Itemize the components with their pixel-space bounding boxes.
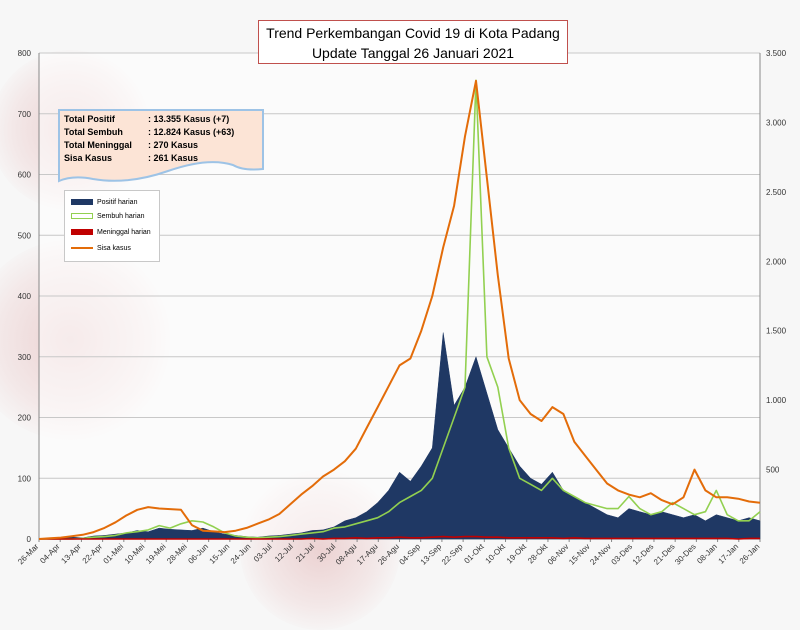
x-tick-label: 30-Des <box>673 542 698 567</box>
callout-value: : 261 Kasus <box>148 153 199 163</box>
x-tick-label: 03-Des <box>610 542 635 567</box>
x-tick-label: 28-Mei <box>165 542 189 566</box>
y-tick-label-left: 300 <box>18 353 32 362</box>
series-layer <box>38 79 761 540</box>
x-tick-label: 10-Okt <box>484 542 508 566</box>
x-tick-label: 12-Jul <box>273 542 295 564</box>
x-tick-label: 13-Apr <box>59 542 83 566</box>
legend-label: Meninggal harian <box>97 228 151 236</box>
x-tick-label: 04-Apr <box>38 542 62 566</box>
y-tick-label-left: 700 <box>18 110 32 119</box>
y-tick-label-right: 1.000 <box>766 396 787 405</box>
y-tick-label-right: 3.500 <box>766 49 787 58</box>
y-tick-label-left: 600 <box>18 171 32 180</box>
x-tick-label: 04-Sep <box>398 542 423 567</box>
y-axis-left: 0 100 200 300 400 500 600 700 800 <box>18 49 32 544</box>
legend-item-sisa: Sisa kasus <box>71 243 131 253</box>
x-tick-label: 12-Des <box>631 542 656 567</box>
y-tick-label-left: 500 <box>18 231 32 240</box>
x-tick-label: 19-Okt <box>505 542 529 566</box>
y-tick-label-right: 1.500 <box>766 327 787 336</box>
chart: 0 100 200 300 400 500 600 700 800 500 1.000 1.500 2… <box>16 49 787 567</box>
callout-label: Sisa Kasus <box>64 153 113 163</box>
x-tick-label: 06-Jun <box>186 542 210 566</box>
legend-swatch <box>71 213 93 219</box>
legend-item-sembuh: Sembuh harian <box>71 211 144 221</box>
legend-label: Sisa kasus <box>97 244 131 252</box>
x-tick-label: 08-Jan <box>695 542 719 566</box>
x-tick-label: 17-Jan <box>717 542 741 566</box>
callout-value: : 270 Kasus <box>148 140 199 150</box>
x-tick-label: 21-Jul <box>294 542 316 564</box>
legend-swatch <box>71 199 93 205</box>
legend-item-positif: Positif harian <box>71 197 137 207</box>
x-tick-label: 01-Okt <box>462 542 486 566</box>
legend-label: Positif harian <box>97 198 138 206</box>
chart-subtitle: Update Tanggal 26 Januari 2021 <box>311 45 515 61</box>
x-tick-label: 19-Mei <box>144 542 168 566</box>
x-tick-label: 22-Sep <box>440 542 465 567</box>
x-tick-label: 10-Mei <box>123 542 147 566</box>
chart-title: Trend Perkembangan Covid 19 di Kota Pada… <box>266 25 560 41</box>
y-tick-label-right: 500 <box>766 466 780 475</box>
legend-label: Sembuh harian <box>97 212 145 220</box>
x-tick-label: 15-Nov <box>567 542 592 567</box>
y-tick-label-left: 0 <box>27 535 32 544</box>
y-tick-label-right: 3.000 <box>766 118 787 127</box>
chart-title-box: Trend Perkembangan Covid 19 di Kota Pada… <box>258 20 568 64</box>
callout-value: : 13.355 Kasus (+7) <box>148 114 230 124</box>
series-line-sisa-kasus <box>38 79 761 540</box>
y-tick-label-left: 100 <box>18 474 32 483</box>
x-tick-label: 26-Jan <box>738 542 762 566</box>
x-tick-label: 24-Jun <box>229 542 253 566</box>
y-tick-label-right: 2.500 <box>766 188 787 197</box>
series-line-meninggal-harian <box>39 535 760 540</box>
x-tick-label: 01-Mei <box>102 542 126 566</box>
x-tick-label: 17-Agu <box>355 542 380 567</box>
y-tick-label-left: 400 <box>18 292 32 301</box>
x-tick-label: 22-Apr <box>81 542 105 566</box>
x-tick-label: 03-Jul <box>252 542 274 564</box>
x-tick-label: 24-Nov <box>588 542 613 567</box>
y-tick-label-left: 800 <box>18 49 32 58</box>
legend-swatch <box>71 247 93 249</box>
legend: Positif harian Sembuh harian Meninggal h… <box>64 190 160 262</box>
callout-label: Total Sembuh <box>64 127 123 137</box>
series-line-sembuh-harian <box>39 79 761 540</box>
x-axis: 26-Mar04-Apr13-Apr22-Apr01-Mei10-Mei19-M… <box>16 542 761 567</box>
x-tick-label: 13-Sep <box>419 542 444 567</box>
summary-callout: Total Positif : 13.355 Kasus (+7) Total S… <box>58 109 264 183</box>
legend-item-meninggal: Meninggal harian <box>71 227 151 237</box>
legend-swatch <box>71 229 93 235</box>
y-tick-label-left: 200 <box>18 414 32 423</box>
x-tick-label: 15-Jun <box>208 542 232 566</box>
callout-label: Total Meninggal <box>64 140 132 150</box>
callout-value: : 12.824 Kasus (+63) <box>148 127 235 137</box>
x-tick-label: 06-Nov <box>546 542 571 567</box>
x-tick-label: 08-Agu <box>334 542 359 567</box>
callout-shape <box>58 109 264 183</box>
y-axis-right: 500 1.000 1.500 2.000 2.500 3.000 3.500 <box>766 49 787 475</box>
x-tick-label: 26-Mar <box>16 542 41 567</box>
x-tick-label: 21-Des <box>652 542 677 567</box>
y-tick-label-right: 2.000 <box>766 257 787 266</box>
callout-label: Total Positif <box>64 114 115 124</box>
x-tick-label: 26-Agu <box>376 542 401 567</box>
